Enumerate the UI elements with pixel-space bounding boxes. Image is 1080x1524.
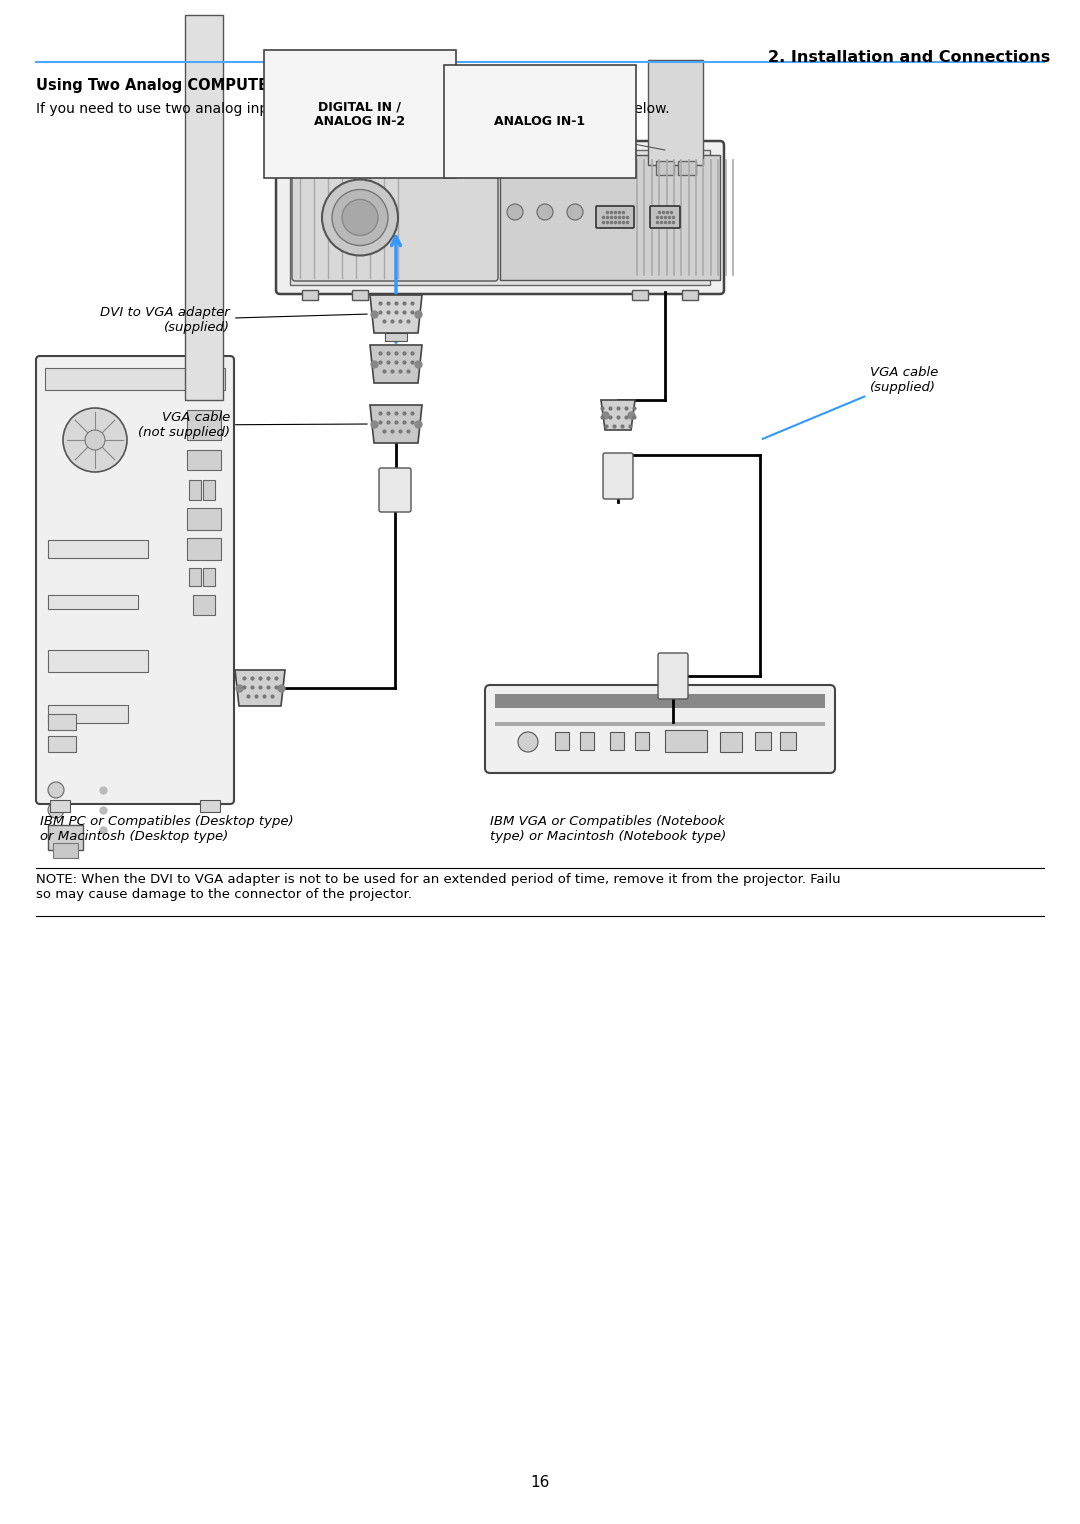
Bar (48, 715, 76, 730)
Circle shape (322, 180, 399, 256)
Circle shape (567, 204, 583, 219)
Bar (656, 162, 674, 175)
Bar (189, 568, 201, 587)
FancyBboxPatch shape (603, 453, 633, 498)
Text: IBM VGA or Compatibles (Notebook
type) or Macintosh (Notebook type): IBM VGA or Compatibles (Notebook type) o… (490, 815, 726, 843)
Bar (495, 693, 825, 709)
Bar (302, 290, 318, 300)
Bar (352, 290, 368, 300)
Bar (48, 736, 76, 751)
Polygon shape (600, 399, 635, 430)
Bar (291, 149, 710, 285)
Bar (193, 594, 215, 616)
Circle shape (342, 200, 378, 236)
Text: NOTE: When the DVI to VGA adapter is not to be used for an extended period of ti: NOTE: When the DVI to VGA adapter is not… (36, 873, 840, 901)
Polygon shape (370, 296, 422, 334)
FancyBboxPatch shape (658, 652, 688, 700)
Bar (555, 732, 569, 750)
Polygon shape (370, 344, 422, 383)
FancyBboxPatch shape (292, 148, 498, 280)
Text: DIGITAL IN /
ANALOG IN-2: DIGITAL IN / ANALOG IN-2 (314, 101, 406, 128)
Bar (203, 480, 215, 500)
Bar (187, 538, 221, 559)
Bar (185, 15, 222, 399)
Bar (48, 594, 138, 610)
Circle shape (63, 408, 127, 472)
Bar (755, 732, 771, 750)
Bar (50, 800, 70, 812)
Circle shape (507, 204, 523, 219)
Bar (635, 732, 649, 750)
Bar (187, 507, 221, 530)
Text: VGA cable
(not supplied): VGA cable (not supplied) (138, 411, 367, 439)
Circle shape (537, 204, 553, 219)
Bar (495, 722, 825, 725)
Text: If you need to use two analog inputs simultaneously, connect a VGA cable as show: If you need to use two analog inputs sim… (36, 102, 670, 116)
Bar (48, 651, 148, 672)
Circle shape (48, 802, 64, 818)
Text: DVI to VGA adapter
(supplied): DVI to VGA adapter (supplied) (100, 306, 367, 334)
FancyBboxPatch shape (379, 468, 411, 512)
Bar (610, 732, 624, 750)
Text: 2. Installation and Connections: 2. Installation and Connections (768, 50, 1050, 66)
FancyBboxPatch shape (36, 357, 234, 805)
Bar (681, 290, 698, 300)
Bar (580, 732, 594, 750)
Text: VGA cable
(supplied): VGA cable (supplied) (762, 366, 939, 439)
Bar (48, 706, 129, 722)
Bar (53, 843, 78, 858)
Bar (780, 732, 796, 750)
Bar (384, 334, 407, 341)
Bar (203, 568, 215, 587)
Bar (48, 539, 148, 558)
FancyBboxPatch shape (596, 206, 634, 229)
Bar (45, 367, 225, 390)
FancyBboxPatch shape (485, 684, 835, 773)
Bar (187, 410, 221, 440)
Bar (720, 732, 742, 751)
Circle shape (332, 189, 388, 245)
Text: IBM PC or Compatibles (Desktop type)
or Macintosh (Desktop type): IBM PC or Compatibles (Desktop type) or … (40, 815, 294, 843)
Text: ANALOG IN-1: ANALOG IN-1 (495, 114, 585, 128)
FancyBboxPatch shape (650, 206, 680, 229)
Bar (665, 730, 707, 751)
Bar (187, 450, 221, 469)
Text: Using Two Analog COMPUTER Inputs Simultaneously (LV-7265): Using Two Analog COMPUTER Inputs Simulta… (36, 78, 552, 93)
Bar (648, 59, 703, 165)
Circle shape (48, 782, 64, 799)
Polygon shape (370, 405, 422, 443)
Bar (632, 290, 648, 300)
FancyBboxPatch shape (276, 142, 724, 294)
Polygon shape (235, 671, 285, 706)
Bar (500, 155, 720, 280)
Text: 16: 16 (530, 1475, 550, 1490)
Bar (48, 824, 83, 850)
Bar (200, 800, 220, 812)
Bar (678, 162, 696, 175)
Circle shape (85, 430, 105, 450)
Circle shape (518, 732, 538, 751)
Bar (189, 480, 201, 500)
